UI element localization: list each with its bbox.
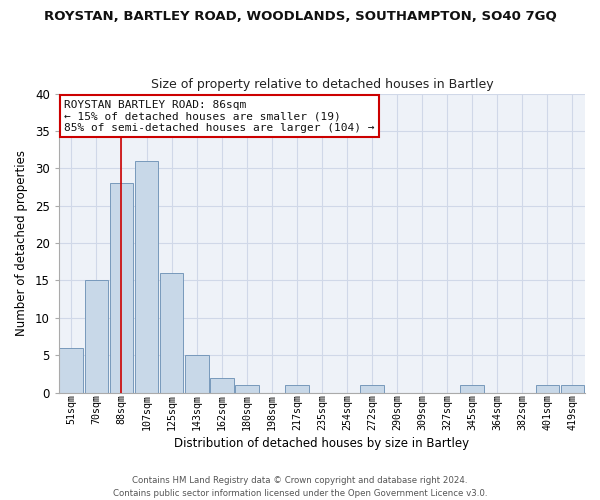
X-axis label: Distribution of detached houses by size in Bartley: Distribution of detached houses by size …: [175, 437, 469, 450]
Bar: [235, 385, 259, 392]
Bar: [185, 356, 209, 393]
Text: Contains HM Land Registry data © Crown copyright and database right 2024.
Contai: Contains HM Land Registry data © Crown c…: [113, 476, 487, 498]
Bar: [285, 385, 309, 392]
Bar: [134, 161, 158, 392]
Title: Size of property relative to detached houses in Bartley: Size of property relative to detached ho…: [151, 78, 493, 91]
Bar: [160, 273, 184, 392]
Bar: [210, 378, 233, 392]
Bar: [560, 385, 584, 392]
Bar: [460, 385, 484, 392]
Bar: [85, 280, 109, 392]
Text: ROYSTAN BARTLEY ROAD: 86sqm
← 15% of detached houses are smaller (19)
85% of sem: ROYSTAN BARTLEY ROAD: 86sqm ← 15% of det…: [64, 100, 374, 132]
Bar: [110, 184, 133, 392]
Text: ROYSTAN, BARTLEY ROAD, WOODLANDS, SOUTHAMPTON, SO40 7GQ: ROYSTAN, BARTLEY ROAD, WOODLANDS, SOUTHA…: [44, 10, 556, 23]
Bar: [59, 348, 83, 393]
Bar: [360, 385, 384, 392]
Bar: [536, 385, 559, 392]
Y-axis label: Number of detached properties: Number of detached properties: [15, 150, 28, 336]
